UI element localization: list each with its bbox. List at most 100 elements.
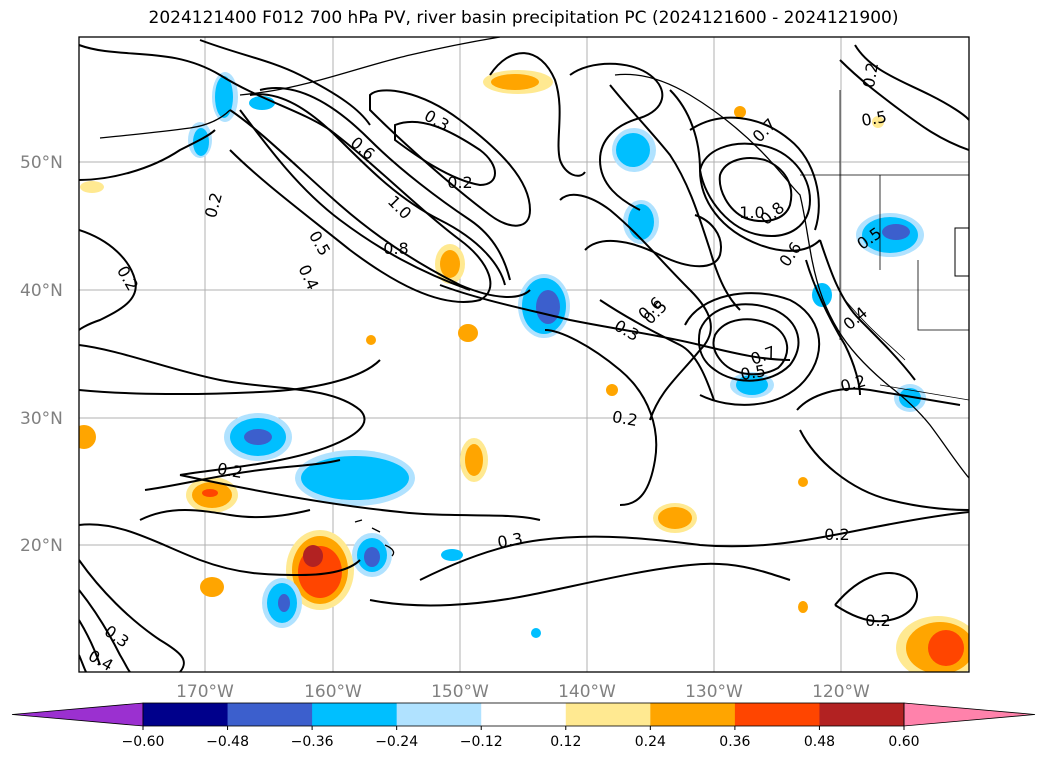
precip-positive-area — [303, 545, 323, 567]
contour-label: 0.2 — [824, 525, 849, 544]
precip-positive-area — [798, 601, 808, 613]
border — [879, 384, 969, 401]
pv-contour-line — [712, 318, 788, 376]
precip-negative-area — [899, 388, 921, 408]
colorbar-tick-label: −0.36 — [291, 734, 334, 750]
precip-negative-area — [364, 547, 380, 567]
lon-label: 140°W — [558, 682, 616, 702]
precip-positive-area — [606, 384, 618, 396]
colorbar-swatch — [396, 703, 482, 726]
lon-label: 130°W — [685, 682, 743, 702]
pv-contour-line — [239, 109, 471, 291]
pv-contour-line — [609, 84, 741, 311]
border — [917, 260, 969, 331]
pv-contour-line — [79, 359, 381, 396]
colorbar-swatch — [819, 703, 905, 726]
pv-contour-line — [79, 523, 361, 577]
lat-label: 50°N — [20, 153, 63, 173]
coastline — [99, 109, 231, 139]
lat-label: 40°N — [20, 281, 63, 301]
pv-contour-line — [79, 589, 131, 672]
precip-negative-area — [301, 456, 409, 500]
contour-label: 0.3 — [496, 529, 524, 552]
precip-positive-area — [200, 577, 224, 597]
lon-label: 160°W — [304, 682, 362, 702]
precip-shading — [79, 70, 969, 672]
colorbar-swatch — [143, 703, 229, 726]
pv-contour-line — [796, 387, 961, 411]
pv-contours — [79, 39, 969, 672]
precip-positive-area — [80, 181, 104, 193]
pv-contour-line — [79, 344, 366, 476]
coastline — [354, 519, 395, 557]
precip-positive-area — [366, 335, 376, 345]
pv-contour-line — [394, 120, 496, 187]
precip-positive-area — [928, 630, 964, 666]
pv-contour-line — [569, 62, 664, 211]
pv-contour-line — [489, 52, 586, 177]
precip-negative-area — [882, 224, 910, 240]
precip-positive-area — [658, 507, 692, 529]
pv-contour-line — [839, 59, 969, 151]
precip-positive-area — [798, 477, 808, 487]
precip-negative-area — [441, 549, 463, 561]
coastline — [614, 73, 969, 479]
precip-positive-area — [872, 116, 884, 128]
pv-contour-line — [799, 429, 969, 511]
precip-negative-area — [193, 128, 209, 156]
inset-box — [954, 227, 969, 277]
pv-contour-line — [854, 44, 969, 121]
lon-label: 150°W — [431, 682, 489, 702]
longitude-labels: 170°W 160°W 150°W 140°W 130°W 120°W — [176, 682, 870, 702]
precip-positive-area — [202, 489, 218, 497]
colorbar-swatch — [650, 703, 736, 726]
precip-positive-area — [465, 444, 483, 476]
pv-contour-line — [698, 142, 812, 237]
lon-label: 170°W — [176, 682, 234, 702]
coastlines — [99, 37, 969, 557]
precip-negative-area — [531, 628, 541, 638]
contour-label: 0.2 — [611, 407, 639, 430]
precip-negative-area — [244, 429, 272, 445]
pv-contour-line — [599, 299, 715, 401]
precip-negative-area — [215, 76, 233, 118]
precip-negative-area — [249, 96, 275, 110]
precip-positive-area — [79, 425, 96, 449]
colorbar-swatch — [227, 703, 313, 726]
contour-label: 0.2 — [447, 173, 472, 192]
pv-contour-line — [669, 89, 821, 252]
pv-contour-line — [584, 214, 722, 268]
lat-label: 20°N — [20, 536, 63, 556]
map-title: 2024121400 F012 700 hPa PV, river basin … — [148, 8, 899, 28]
pv-contour-line — [834, 572, 919, 623]
border — [844, 299, 906, 361]
contour-label: 0.2 — [859, 61, 882, 89]
contour-label: 0.5 — [739, 361, 767, 384]
contour-label: 0.8 — [383, 239, 408, 258]
colorbar: −0.60 −0.48 −0.36 −0.24 −0.12 0.12 0.24 0.36 0.4… — [11, 702, 1036, 750]
precip-positive-area — [440, 250, 460, 278]
colorbar-tick-label: −0.12 — [460, 734, 503, 750]
colorbar-tick-label: −0.24 — [375, 734, 418, 750]
pv-contour-line — [718, 157, 793, 223]
gridlines — [79, 37, 969, 672]
pv-contour-line — [369, 89, 532, 227]
precip-positive-area — [491, 74, 539, 90]
lat-label: 30°N — [20, 409, 63, 429]
pv-contour-line — [79, 619, 101, 666]
precip-negative-area — [628, 204, 654, 240]
coastline — [239, 37, 501, 96]
colorbar-tick-label: 0.60 — [888, 734, 919, 750]
contour-label: 1.0 — [739, 203, 764, 222]
lon-label: 120°W — [812, 682, 870, 702]
colorbar-tick-label: −0.60 — [122, 734, 165, 750]
pv-contour-line — [369, 562, 791, 607]
pv-contour-line — [144, 459, 341, 491]
colorbar-extension-high — [903, 702, 1036, 727]
pv-contour-line — [79, 129, 216, 181]
pv-contour-line — [819, 239, 916, 381]
pv-contour-line — [419, 511, 969, 581]
pv-contour-line — [684, 292, 821, 406]
latitude-labels: 50°N 40°N 30°N 20°N — [20, 153, 63, 556]
